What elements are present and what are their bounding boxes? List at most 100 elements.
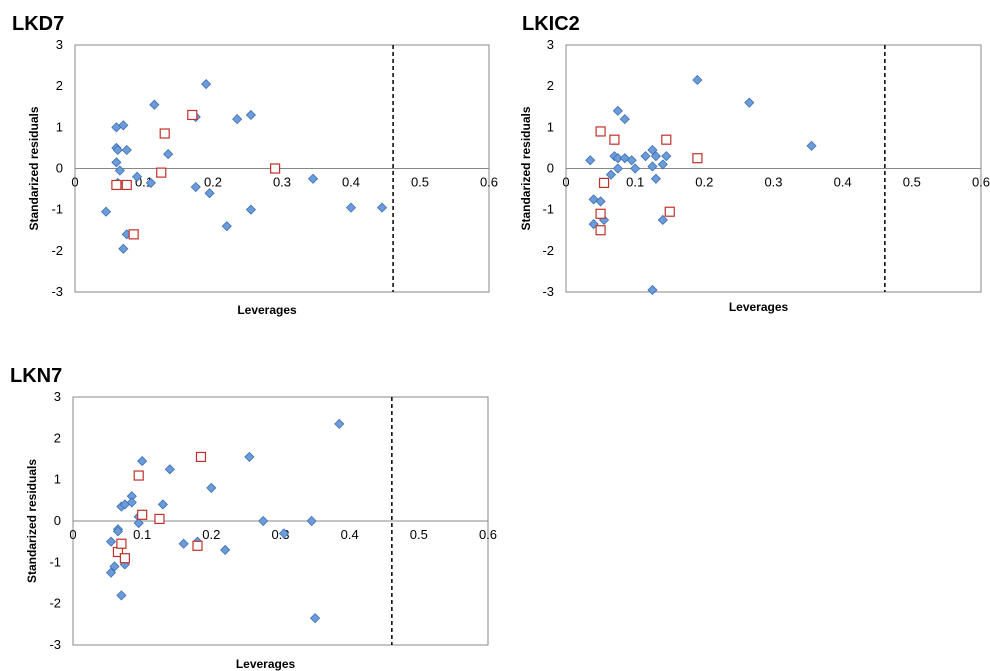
x-tick-label: 0.3 (764, 175, 782, 190)
data-point-square (598, 177, 610, 189)
data-point-square (595, 208, 606, 219)
y-tick-label: 1 (56, 119, 63, 134)
y-tick-label: 2 (56, 78, 63, 93)
y-tick-label: -3 (542, 284, 554, 299)
x-axis-label: Leverages (236, 657, 296, 671)
y-axis-label: Standarized residuals (27, 106, 41, 230)
data-point-diamond (121, 144, 132, 156)
data-point-square (121, 179, 132, 191)
data-point-diamond (605, 169, 617, 180)
data-point-diamond (650, 173, 661, 184)
y-tick-label: 0 (547, 161, 554, 176)
x-tick-label: 0.1 (133, 527, 151, 542)
data-point-diamond (334, 418, 345, 429)
data-point-diamond (612, 153, 623, 164)
data-point-diamond (204, 188, 215, 199)
x-tick-label: 0.6 (480, 175, 498, 190)
chart-lkn7: LKN73210-1-2-300.10.20.30.40.50.6Leverag… (10, 365, 497, 671)
data-point-diamond (744, 97, 755, 108)
data-point-square (692, 153, 703, 164)
data-point-diamond (116, 590, 127, 601)
x-tick-label: 0.5 (903, 175, 921, 190)
data-point-diamond (650, 151, 661, 162)
data-point-diamond (661, 151, 672, 162)
data-point-diamond (232, 114, 243, 125)
y-tick-label: 3 (54, 389, 61, 404)
data-point-diamond (244, 451, 255, 462)
x-tick-label: 0.6 (479, 527, 497, 542)
data-point-square (195, 451, 207, 463)
data-point-diamond (112, 526, 124, 537)
data-point-diamond (245, 204, 257, 215)
y-tick-label: 1 (54, 472, 61, 487)
y-tick-label: -2 (49, 596, 61, 611)
x-tick-label: 0.5 (411, 175, 429, 190)
data-point-diamond (114, 165, 125, 176)
data-point-diamond (164, 464, 175, 475)
chart-lkic2: LKIC2 3 2 1 0 -1 -2 -3 0 0.1 0.2 0.3 0.4 0.5 0.6 Levera… (519, 13, 990, 314)
data-point-diamond (220, 544, 231, 555)
data-point-diamond (647, 144, 658, 156)
data-point-diamond (306, 515, 317, 527)
x-tick-label: 0.2 (204, 175, 222, 190)
y-tick-label: 3 (547, 37, 554, 52)
y-tick-label: -1 (51, 202, 63, 217)
y-tick-label: -3 (51, 284, 63, 299)
x-tick-label: 0.4 (342, 175, 360, 190)
data-point-diamond (258, 515, 269, 527)
data-point-diamond (105, 567, 117, 578)
data-point-diamond (112, 144, 123, 156)
data-point-diamond (201, 79, 212, 90)
chart-title: LKN7 (10, 365, 62, 387)
y-tick-label: 0 (54, 513, 61, 528)
x-tick-label: 0 (562, 175, 569, 190)
data-point-diamond (692, 74, 703, 86)
data-point-diamond (126, 497, 137, 508)
x-tick-label: 0.2 (695, 175, 713, 190)
data-point-diamond (178, 538, 189, 549)
data-point-square (595, 126, 606, 137)
chart-title: LKD7 (12, 13, 64, 35)
data-point-diamond (137, 456, 148, 467)
data-point-diamond (109, 561, 120, 572)
x-tick-label: 0.2 (202, 527, 220, 542)
data-point-diamond (626, 155, 637, 166)
x-tick-label: 0.4 (341, 527, 359, 542)
y-tick-label: 2 (547, 78, 554, 93)
data-point-diamond (657, 159, 668, 170)
data-point-square (137, 509, 148, 520)
data-point-diamond (163, 149, 174, 160)
data-point-square (609, 134, 620, 145)
data-point-diamond (132, 171, 143, 182)
y-tick-label: -1 (49, 554, 61, 569)
x-tick-label: 0.5 (410, 527, 428, 542)
data-point-diamond (278, 528, 290, 539)
data-point-square (595, 225, 606, 236)
data-point-diamond (612, 163, 623, 174)
data-point-diamond (612, 105, 623, 116)
data-point-diamond (118, 120, 129, 131)
data-point-square (270, 163, 281, 174)
x-tick-label: 0.4 (834, 175, 852, 190)
data-point-diamond (657, 214, 668, 226)
data-point-diamond (310, 613, 321, 624)
data-point-square (128, 229, 139, 240)
data-point-diamond (595, 196, 606, 207)
data-point-square (156, 167, 167, 178)
data-point-square (111, 179, 122, 191)
x-tick-label: 0.6 (972, 175, 990, 190)
y-axis-label: Standarized residuals (519, 106, 533, 230)
data-point-diamond (640, 151, 651, 162)
data-point-diamond (647, 284, 658, 296)
x-tick-label: 0.1 (626, 175, 644, 190)
data-point-square (664, 206, 675, 217)
data-point-square (119, 553, 130, 564)
data-point-square (192, 540, 203, 551)
y-tick-label: -2 (542, 243, 554, 258)
data-point-square (154, 513, 165, 525)
data-point-square (116, 538, 127, 549)
data-point-diamond (149, 99, 160, 110)
data-point-square (159, 128, 170, 139)
x-tick-label: 0 (69, 527, 76, 542)
